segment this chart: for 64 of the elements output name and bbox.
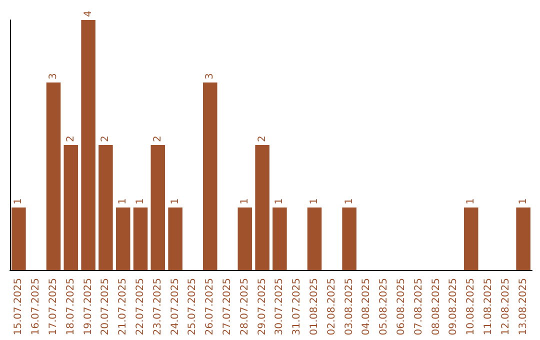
bar (81, 20, 96, 270)
bar (307, 208, 322, 270)
x-tick-label: 01.08.2025 (309, 278, 320, 336)
x-tick-label: 29.07.2025 (256, 278, 268, 336)
data-label: 1 (274, 198, 286, 204)
x-tick-label: 30.07.2025 (274, 278, 286, 336)
x-tick-label: 27.07.2025 (222, 278, 233, 336)
data-label: 1 (344, 198, 355, 204)
data-label: 1 (170, 198, 181, 204)
x-tick-label: 19.07.2025 (82, 278, 94, 336)
bar (116, 208, 130, 270)
data-label: 3 (48, 73, 59, 80)
data-label: 1 (309, 198, 320, 204)
x-tick-label: 09.08.2025 (448, 278, 460, 336)
x-tick-label: 16.07.2025 (30, 278, 42, 336)
x-tick-label: 15.07.2025 (13, 278, 24, 336)
bar (272, 208, 287, 270)
data-label: 1 (466, 198, 477, 204)
x-tick-label: 06.08.2025 (396, 278, 407, 336)
x-tick-label: 12.08.2025 (500, 278, 512, 336)
data-label: 2 (100, 136, 112, 142)
x-tick-label: 25.07.2025 (187, 278, 198, 336)
bar (342, 208, 356, 270)
x-tick-label: 20.07.2025 (100, 278, 112, 336)
x-tick-label: 17.07.2025 (48, 278, 59, 336)
x-tick-label: 23.07.2025 (152, 278, 164, 336)
data-label: 2 (65, 136, 76, 142)
bar (168, 208, 182, 270)
data-label: 1 (13, 198, 24, 204)
bar (150, 145, 166, 270)
x-tick-label: 07.08.2025 (413, 278, 424, 336)
data-label: 2 (152, 136, 164, 142)
x-tick-label: 31.07.2025 (292, 278, 303, 336)
data-label: 2 (256, 136, 268, 142)
data-label: 1 (518, 198, 529, 204)
x-tick-label: 02.08.2025 (326, 278, 338, 336)
data-label: 1 (118, 198, 129, 204)
x-tick-label: 26.07.2025 (204, 278, 216, 336)
bar (46, 82, 61, 270)
x-tick-label: 04.08.2025 (361, 278, 372, 336)
bar (133, 208, 148, 270)
x-tick-label: 13.08.2025 (518, 278, 529, 336)
data-label: 1 (135, 198, 146, 204)
bar (64, 145, 78, 270)
bar (516, 208, 530, 270)
x-tick-label: 18.07.2025 (65, 278, 76, 336)
data-label: 3 (204, 73, 216, 80)
x-tick-label: 10.08.2025 (466, 278, 477, 336)
x-tick-label: 21.07.2025 (118, 278, 129, 336)
bar (238, 208, 252, 270)
data-label: 4 (82, 10, 94, 17)
x-tick-label: 08.08.2025 (430, 278, 442, 336)
x-tick-label: 03.08.2025 (344, 278, 355, 336)
bar (464, 208, 478, 270)
bar (98, 145, 113, 270)
x-tick-label: 24.07.2025 (170, 278, 181, 336)
x-tick-label: 28.07.2025 (239, 278, 250, 336)
x-tick-label: 05.08.2025 (378, 278, 390, 336)
x-tick-label: 11.08.2025 (483, 278, 494, 336)
bar (12, 208, 26, 270)
data-label: 1 (239, 198, 250, 204)
bar (202, 82, 218, 270)
x-tick-label: 22.07.2025 (135, 278, 146, 336)
bar (255, 145, 270, 270)
